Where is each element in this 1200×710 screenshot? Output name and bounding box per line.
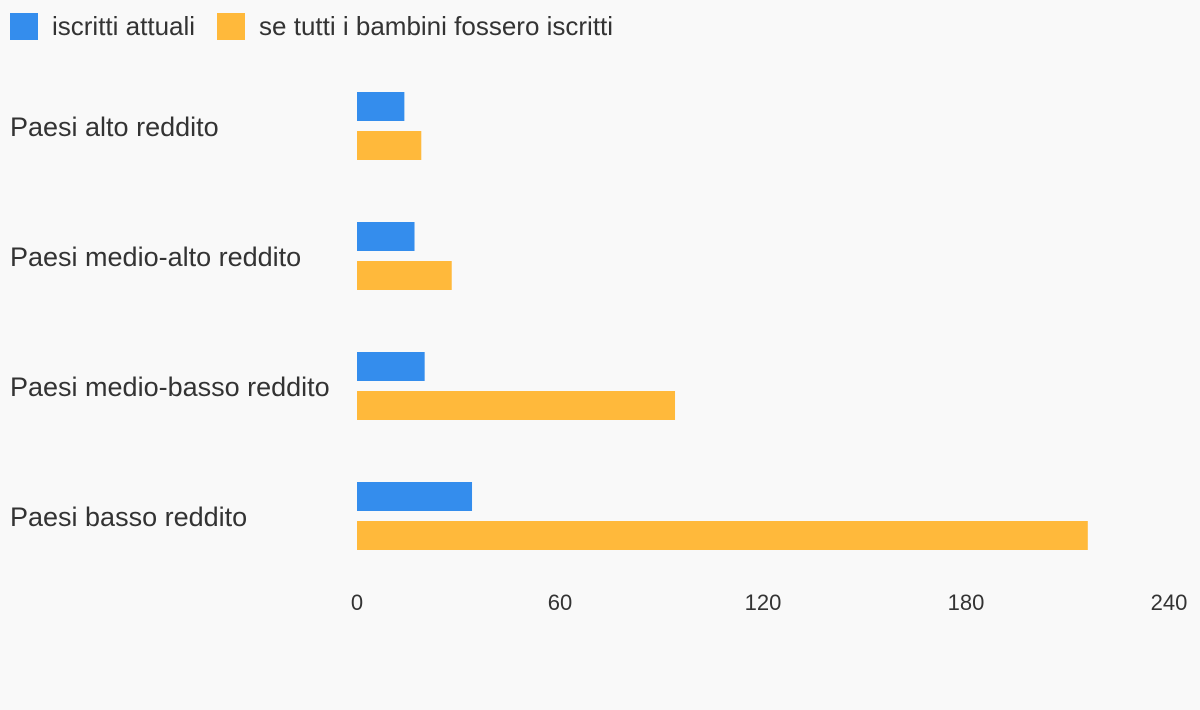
legend-swatch-tutti-iscritti: [217, 12, 246, 40]
category-label: Paesi medio-alto reddito: [10, 242, 301, 272]
legend-label-iscritti-attuali: iscritti attuali: [52, 10, 196, 41]
legend-swatch-iscritti-attuali: [10, 12, 38, 40]
x-tick-label: 240: [1151, 590, 1188, 615]
bar-iscritti-attuali: [357, 482, 473, 511]
category-label: Paesi medio-basso reddito: [10, 372, 330, 402]
bars-group: [357, 92, 1088, 550]
x-tick-label: 60: [548, 590, 572, 615]
category-labels: Paesi alto reddito Paesi medio-alto reddi…: [10, 112, 330, 532]
category-label: Paesi alto reddito: [10, 112, 219, 142]
bar-iscritti-attuali: [357, 92, 405, 121]
legend-item-tutti-iscritti: se tutti i bambini fossero iscritti: [217, 11, 613, 42]
category-label: Paesi basso reddito: [10, 502, 247, 532]
x-tick-label: 180: [948, 590, 985, 615]
x-tick-label: 0: [351, 590, 363, 615]
bar-tutti-iscritti: [357, 391, 676, 420]
legend-item-iscritti-attuali: iscritti attuali: [10, 11, 195, 42]
bar-iscritti-attuali: [357, 352, 425, 381]
legend-label-tutti-iscritti: se tutti i bambini fossero iscritti: [259, 10, 614, 41]
bar-tutti-iscritti: [357, 131, 422, 160]
bar-iscritti-attuali: [357, 222, 415, 251]
bar-tutti-iscritti: [357, 261, 452, 290]
x-axis-ticks: 0 60 120 180 240: [351, 590, 1187, 615]
chart-legend: iscritti attuali se tutti i bambini foss…: [10, 8, 635, 44]
x-tick-label: 120: [745, 590, 782, 615]
bar-tutti-iscritti: [357, 521, 1088, 550]
